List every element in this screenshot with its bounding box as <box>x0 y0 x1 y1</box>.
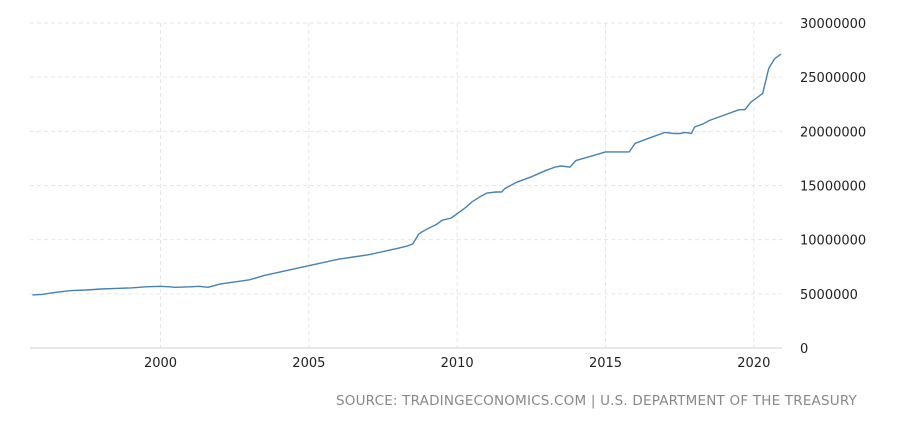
y-tick-label: 15000000 <box>800 180 866 195</box>
y-tick-label: 25000000 <box>800 71 866 86</box>
y-tick-label: 10000000 <box>800 234 866 249</box>
y-axis: 0 5000000 10000000 15000000 20000000 25000000… <box>800 17 866 357</box>
x-tick-label: 2010 <box>441 356 474 371</box>
series-layer <box>32 53 782 296</box>
x-tick-label: 2015 <box>589 356 622 371</box>
y-tick-label: 20000000 <box>800 125 866 140</box>
series-line <box>32 53 782 296</box>
y-tick-label: 30000000 <box>800 17 866 32</box>
y-tick-label: 5000000 <box>800 288 858 303</box>
x-tick-label: 2020 <box>737 356 770 371</box>
y-tick-label: 0 <box>800 342 808 357</box>
x-tick-label: 2000 <box>144 356 177 371</box>
grid-lines <box>30 22 782 349</box>
source-caption: SOURCE: TRADINGECONOMICS.COM | U.S. DEPA… <box>335 393 857 409</box>
x-tick-label: 2005 <box>292 356 325 371</box>
x-axis: 2000 2005 2010 2015 2020 <box>144 356 770 371</box>
